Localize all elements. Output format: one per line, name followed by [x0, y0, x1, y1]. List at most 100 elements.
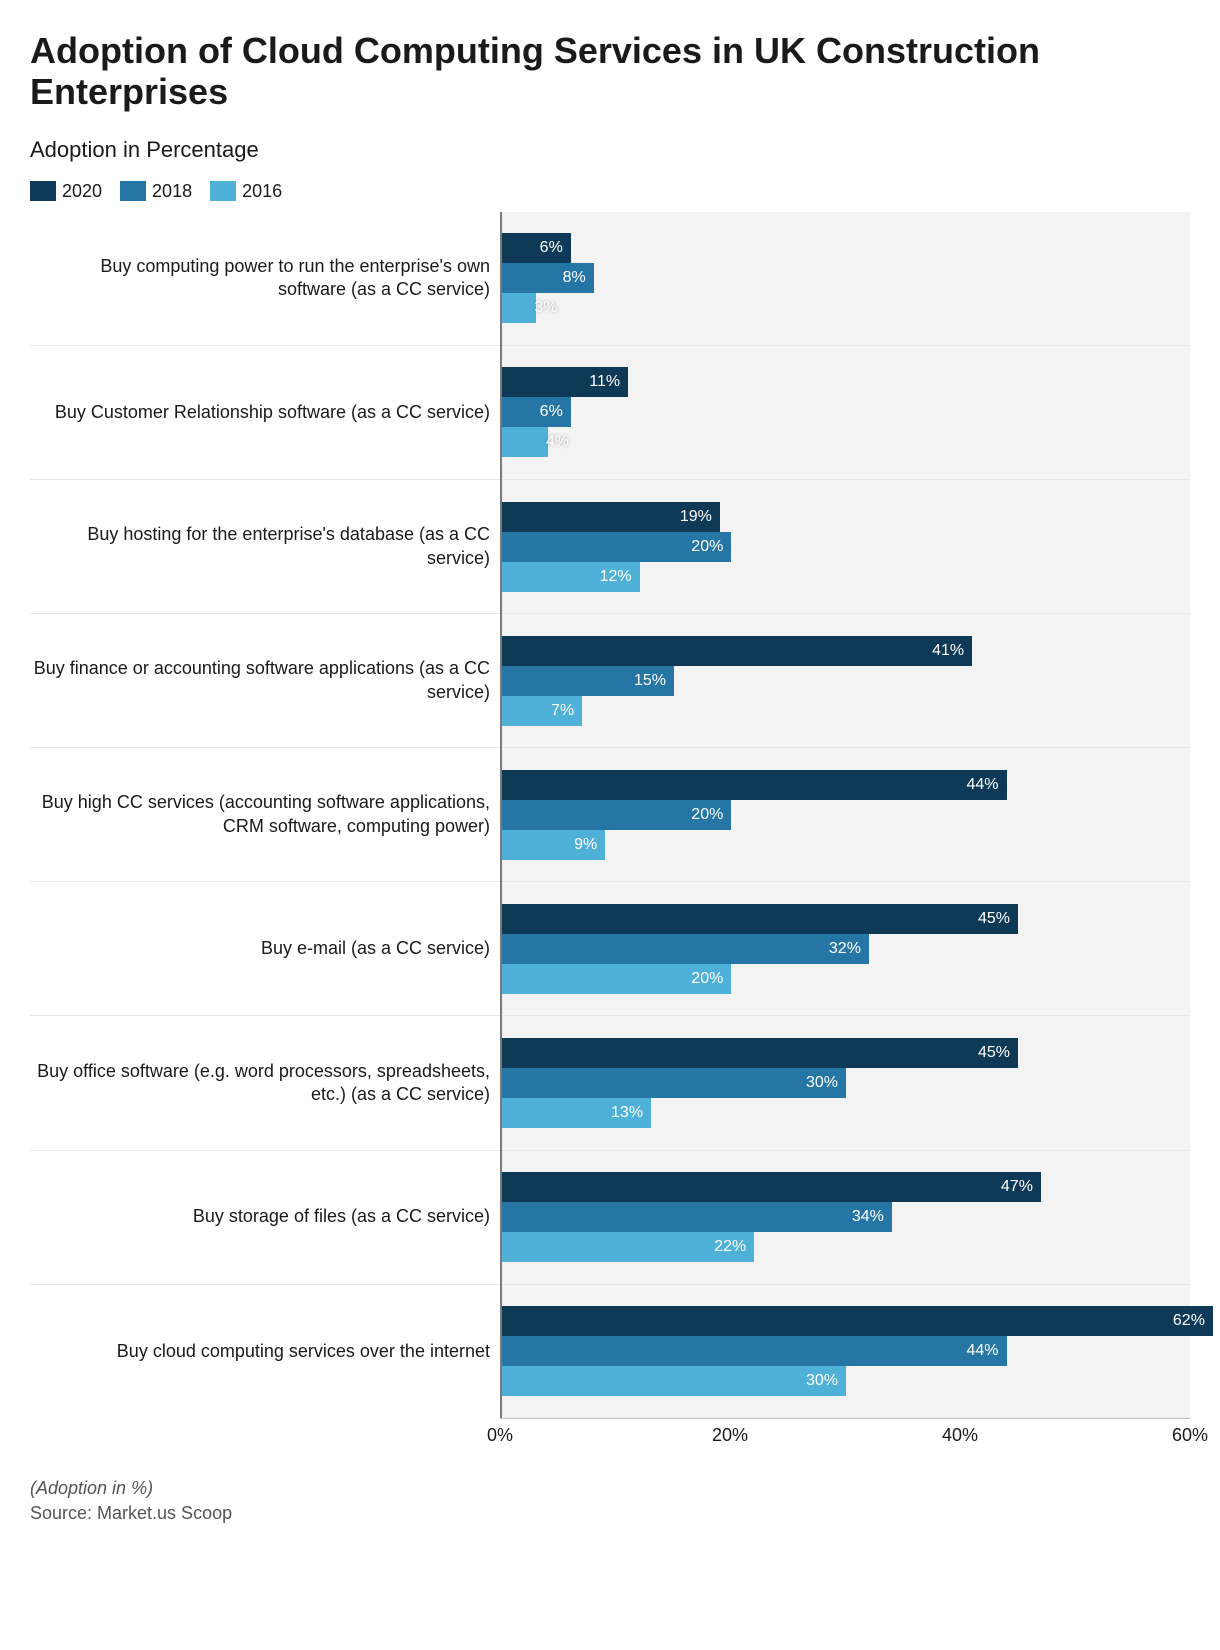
bar-group: 11% 6% 4%	[502, 345, 1190, 479]
legend: 2020 2018 2016	[30, 181, 1190, 202]
bar-line: 47%	[502, 1172, 1190, 1202]
x-tick-label: 60%	[1172, 1425, 1208, 1446]
bar-line: 13%	[502, 1098, 1190, 1128]
bar	[502, 770, 1007, 800]
bar	[502, 1336, 1007, 1366]
chart-subtitle: Adoption in Percentage	[30, 137, 1190, 163]
legend-swatch	[30, 181, 56, 201]
bar-line: 6%	[502, 233, 1190, 263]
bar-line: 15%	[502, 666, 1190, 696]
bar-line: 12%	[502, 562, 1190, 592]
bar-value-label: 9%	[574, 836, 597, 854]
bar-value-label: 6%	[540, 403, 563, 421]
bar-line: 20%	[502, 800, 1190, 830]
bar-group: 45% 32% 20%	[502, 881, 1190, 1015]
bar-group: 62% 44% 30%	[502, 1284, 1190, 1418]
bar-line: 9%	[502, 830, 1190, 860]
bar-line: 30%	[502, 1366, 1190, 1396]
bar-group: 45% 30% 13%	[502, 1015, 1190, 1149]
bar-line: 44%	[502, 770, 1190, 800]
category-label: Buy storage of files (as a CC service)	[30, 1150, 500, 1284]
bar-value-label: 3%	[534, 299, 557, 317]
bar-line: 41%	[502, 636, 1190, 666]
chart-area: Buy computing power to run the enterpris…	[30, 212, 1190, 1418]
bar-value-label: 41%	[932, 642, 964, 660]
category-label: Buy finance or accounting software appli…	[30, 613, 500, 747]
bar-value-label: 4%	[546, 433, 569, 451]
category-label: Buy hosting for the enterprise's databas…	[30, 479, 500, 613]
x-tick-label: 40%	[942, 1425, 978, 1446]
bar-line: 6%	[502, 397, 1190, 427]
source-line: Source: Market.us Scoop	[30, 1503, 1190, 1524]
bar-value-label: 12%	[600, 568, 632, 586]
legend-swatch	[210, 181, 236, 201]
bar-line: 44%	[502, 1336, 1190, 1366]
bar-value-label: 13%	[611, 1104, 643, 1122]
bar-value-label: 62%	[1173, 1312, 1205, 1330]
bar-line: 32%	[502, 934, 1190, 964]
bar-value-label: 47%	[1001, 1178, 1033, 1196]
bar	[502, 1306, 1213, 1336]
bar	[502, 1172, 1041, 1202]
bar-value-label: 22%	[714, 1238, 746, 1256]
chart-page: Adoption of Cloud Computing Services in …	[0, 0, 1220, 1544]
bar	[502, 934, 869, 964]
bar-value-label: 44%	[967, 1342, 999, 1360]
x-tick-label: 20%	[712, 1425, 748, 1446]
bar-line: 30%	[502, 1068, 1190, 1098]
bar-value-label: 7%	[551, 702, 574, 720]
chart-title: Adoption of Cloud Computing Services in …	[30, 30, 1190, 113]
bar	[502, 427, 548, 457]
legend-item: 2020	[30, 181, 102, 202]
legend-item: 2018	[120, 181, 192, 202]
bar-line: 8%	[502, 263, 1190, 293]
legend-label: 2020	[62, 181, 102, 202]
bar	[502, 293, 536, 323]
category-label: Buy high CC services (accounting softwar…	[30, 747, 500, 881]
bar-line: 45%	[502, 1038, 1190, 1068]
bar	[502, 1366, 846, 1396]
category-label: Buy cloud computing services over the in…	[30, 1284, 500, 1418]
bar-line: 34%	[502, 1202, 1190, 1232]
bar-value-label: 19%	[680, 508, 712, 526]
bar-group: 19%20%12%	[502, 479, 1190, 613]
axis-note: (Adoption in %)	[30, 1478, 1190, 1499]
plot-area: 6%8%3%11%6%4%19%20%12%41%15%7%44%20%9%45…	[500, 212, 1190, 1418]
legend-label: 2018	[152, 181, 192, 202]
category-label: Buy e-mail (as a CC service)	[30, 881, 500, 1015]
bar-value-label: 34%	[852, 1208, 884, 1226]
bar-line: 11%	[502, 367, 1190, 397]
bar	[502, 904, 1018, 934]
x-axis: 0%20%40%60%	[500, 1418, 1190, 1450]
legend-label: 2016	[242, 181, 282, 202]
bar-rows: 6%8%3%11%6%4%19%20%12%41%15%7%44%20%9%45…	[502, 212, 1190, 1418]
y-axis-labels: Buy computing power to run the enterpris…	[30, 212, 500, 1418]
bar-group: 6%8% 3%	[502, 212, 1190, 345]
bar	[502, 636, 972, 666]
bar-line: 20%	[502, 964, 1190, 994]
bar-value-label: 32%	[829, 940, 861, 958]
bar-value-label: 30%	[806, 1074, 838, 1092]
bar-value-label: 30%	[806, 1372, 838, 1390]
bar-value-label: 20%	[691, 806, 723, 824]
bar-group: 44% 20% 9%	[502, 747, 1190, 881]
bar-value-label: 8%	[563, 269, 586, 287]
category-label: Buy Customer Relationship software (as a…	[30, 345, 500, 479]
bar-value-label: 45%	[978, 1044, 1010, 1062]
bar-line: 7%	[502, 696, 1190, 726]
bar-group: 41% 15% 7%	[502, 613, 1190, 747]
bar-value-label: 6%	[540, 239, 563, 257]
bar	[502, 1038, 1018, 1068]
legend-swatch	[120, 181, 146, 201]
bar-value-label: 20%	[691, 970, 723, 988]
bar-line: 3%	[502, 293, 1190, 323]
category-label: Buy office software (e.g. word processor…	[30, 1015, 500, 1149]
legend-item: 2016	[210, 181, 282, 202]
bar-value-label: 45%	[978, 910, 1010, 928]
bar-line: 22%	[502, 1232, 1190, 1262]
bar	[502, 1202, 892, 1232]
bar-value-label: 11%	[589, 373, 620, 391]
x-tick-label: 0%	[487, 1425, 513, 1446]
category-label: Buy computing power to run the enterpris…	[30, 212, 500, 345]
bar-line: 62%	[502, 1306, 1190, 1336]
